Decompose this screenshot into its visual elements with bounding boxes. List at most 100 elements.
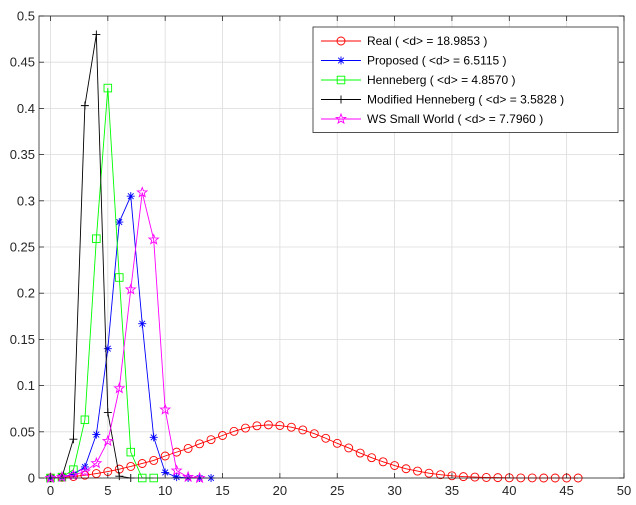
legend-item: Real ( <d> = 18.9853 ) bbox=[321, 34, 487, 48]
legend-box bbox=[312, 26, 619, 133]
y-tick-label: 0.4 bbox=[17, 101, 35, 116]
legend-item: Modified Henneberg ( <d> = 3.5828 ) bbox=[321, 93, 564, 107]
data-point bbox=[69, 470, 78, 479]
data-point bbox=[80, 101, 89, 110]
y-tick-label: 0 bbox=[28, 471, 35, 486]
y-tick-label: 0.45 bbox=[10, 55, 35, 70]
data-point bbox=[481, 472, 491, 482]
data-point bbox=[367, 453, 377, 463]
series-line bbox=[50, 34, 131, 479]
y-tick-label: 0.35 bbox=[10, 147, 35, 162]
data-point bbox=[90, 456, 103, 469]
y-tick-label: 0.2 bbox=[17, 286, 35, 301]
legend-label: Modified Henneberg ( <d> = 3.5828 ) bbox=[367, 93, 564, 107]
data-point bbox=[263, 420, 273, 430]
y-tick-label: 0.05 bbox=[10, 424, 35, 439]
legend-marker bbox=[337, 56, 345, 65]
x-tick-label: 45 bbox=[559, 483, 573, 498]
data-point bbox=[182, 470, 195, 483]
y-tick-label: 0.1 bbox=[17, 378, 35, 393]
legend-marker bbox=[335, 112, 347, 125]
data-point bbox=[115, 472, 124, 481]
series-line bbox=[50, 192, 200, 479]
data-point bbox=[206, 435, 216, 445]
data-point bbox=[67, 468, 80, 481]
data-point bbox=[101, 434, 114, 447]
data-point bbox=[332, 438, 342, 448]
data-point bbox=[172, 473, 181, 482]
legend-item: WS Small World ( <d> = 7.7960 ) bbox=[321, 112, 543, 126]
data-point bbox=[103, 344, 112, 353]
legend-label: Henneberg ( <d> = 4.8570 ) bbox=[367, 73, 515, 87]
data-point bbox=[309, 429, 319, 439]
data-point bbox=[55, 470, 68, 483]
data-point bbox=[195, 439, 205, 449]
data-point bbox=[147, 233, 160, 245]
x-tick-label: 50 bbox=[617, 483, 631, 498]
y-tick-label: 0.5 bbox=[17, 9, 35, 24]
data-point bbox=[126, 192, 135, 201]
data-point bbox=[138, 319, 147, 328]
series-3 bbox=[46, 30, 135, 482]
data-point bbox=[126, 447, 136, 457]
x-tick-label: 15 bbox=[215, 483, 229, 498]
data-point bbox=[103, 83, 113, 93]
data-point bbox=[113, 382, 126, 394]
x-tick-label: 5 bbox=[104, 483, 111, 498]
data-point bbox=[69, 435, 78, 444]
data-point bbox=[355, 448, 365, 458]
x-tick-label: 20 bbox=[273, 483, 287, 498]
legend-item: Proposed ( <d> = 6.5115 ) bbox=[321, 54, 507, 68]
data-point bbox=[298, 425, 308, 435]
y-tick-label: 0.3 bbox=[17, 193, 35, 208]
data-point bbox=[137, 459, 147, 468]
data-point bbox=[126, 462, 136, 471]
series-4 bbox=[44, 186, 206, 484]
y-tick-label: 0.15 bbox=[10, 332, 35, 347]
legend-marker bbox=[337, 95, 345, 104]
data-point bbox=[160, 451, 170, 461]
data-point bbox=[321, 433, 331, 443]
data-point bbox=[183, 443, 193, 453]
legend-item: Henneberg ( <d> = 4.8570 ) bbox=[321, 73, 515, 87]
legend-label: Real ( <d> = 18.9853 ) bbox=[367, 34, 487, 48]
legend-marker bbox=[336, 75, 346, 85]
data-point bbox=[69, 465, 78, 474]
data-point bbox=[159, 403, 172, 415]
data-point bbox=[344, 443, 354, 453]
data-point bbox=[136, 186, 149, 198]
data-point bbox=[436, 470, 445, 480]
data-point bbox=[92, 234, 101, 243]
data-point bbox=[218, 431, 227, 440]
data-point bbox=[80, 415, 90, 425]
data-point bbox=[172, 447, 182, 457]
data-point bbox=[91, 469, 101, 479]
x-tick-label: 10 bbox=[158, 483, 172, 498]
data-point bbox=[241, 423, 250, 433]
data-point bbox=[92, 430, 101, 439]
data-point bbox=[115, 218, 124, 227]
axes: 0 5 10 15 20 25 30 35 40 45 50 0 0.05 0.1 0.15 0.2 0.25 0… bbox=[10, 9, 632, 499]
legend-label: Proposed ( <d> = 6.5115 ) bbox=[367, 54, 507, 68]
data-point bbox=[458, 472, 468, 482]
data-point bbox=[252, 421, 262, 431]
y-tick-label: 0.25 bbox=[10, 240, 35, 255]
x-tick-label: 25 bbox=[330, 483, 344, 498]
data-point bbox=[424, 468, 434, 478]
data-point bbox=[401, 464, 411, 474]
data-point bbox=[193, 471, 206, 484]
data-point bbox=[78, 465, 91, 477]
data-point bbox=[447, 471, 457, 481]
data-point bbox=[470, 472, 480, 482]
x-tick-label: 30 bbox=[387, 483, 401, 498]
data-point bbox=[229, 426, 239, 436]
legend: Real ( <d> = 18.9853 ) Proposed ( <d> = 6… bbox=[312, 26, 619, 133]
data-point bbox=[378, 457, 388, 467]
data-point bbox=[44, 471, 57, 484]
data-point bbox=[275, 421, 285, 430]
data-point bbox=[161, 468, 170, 477]
data-point bbox=[390, 461, 400, 470]
data-point bbox=[92, 30, 101, 39]
data-point bbox=[286, 422, 296, 432]
